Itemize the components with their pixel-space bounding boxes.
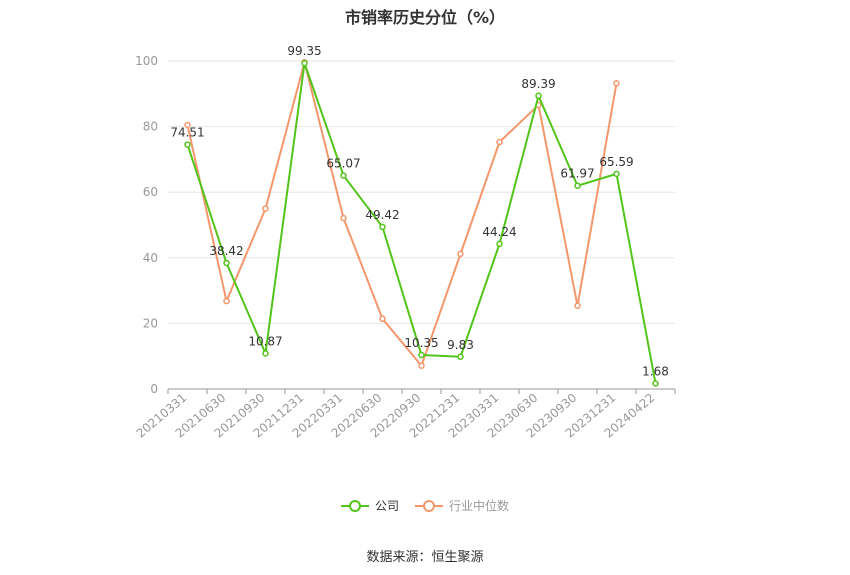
data-point-company	[379, 223, 386, 231]
y-tick-label: 80	[143, 120, 158, 134]
data-label-company: 61.97	[560, 167, 594, 181]
data-source: 数据来源：恒生聚源	[366, 550, 484, 565]
data-point-company	[496, 240, 503, 248]
data-label-company: 1.68	[642, 364, 669, 378]
data-point-industry	[418, 362, 425, 369]
chart-legend: 公司 行业中位数	[0, 497, 850, 514]
data-point-company	[184, 141, 191, 148]
data-point-company	[223, 259, 230, 267]
y-tick-label: 0	[150, 382, 158, 396]
legend-industry-label: 行业中位数	[449, 499, 510, 513]
data-point-company	[301, 59, 308, 67]
y-tick-label: 20	[143, 316, 158, 330]
data-label-company: 10.35	[404, 336, 438, 350]
data-label-company: 49.42	[365, 208, 399, 222]
data-label-company: 10.87	[248, 334, 282, 348]
chart-plot: 0204060801002021033120210630202109302021…	[134, 44, 676, 441]
legend-company-label: 公司	[374, 499, 399, 513]
chart-title: 市销率历史分位（%）	[344, 8, 506, 27]
data-point-company	[262, 350, 269, 357]
data-label-company: 99.35	[287, 44, 321, 58]
data-label-company: 44.24	[482, 225, 516, 239]
legend-company-icon	[340, 499, 369, 512]
y-tick-label: 40	[143, 251, 158, 265]
data-label-company: 74.51	[170, 126, 204, 140]
data-point-industry	[184, 121, 191, 129]
data-point-industry	[496, 138, 503, 146]
data-label-company: 38.42	[209, 244, 243, 258]
data-point-company	[652, 380, 659, 387]
data-label-company: 9.83	[447, 338, 474, 352]
data-label-company: 65.59	[599, 155, 633, 169]
data-label-company: 89.39	[521, 77, 555, 91]
data-point-company	[340, 172, 347, 179]
data-point-industry	[613, 80, 620, 87]
data-point-industry	[223, 297, 230, 305]
data-point-industry	[340, 214, 347, 222]
data-point-company	[418, 351, 425, 359]
data-label-company: 65.07	[326, 157, 360, 171]
data-point-industry	[379, 315, 386, 323]
data-point-company	[613, 170, 620, 178]
data-point-industry	[574, 302, 581, 309]
legend-item-industry[interactable]: 行业中位数	[415, 497, 509, 514]
y-tick-label: 100	[135, 54, 158, 68]
data-point-company	[457, 353, 464, 361]
series-line-industry	[186, 61, 618, 367]
data-point-industry	[262, 205, 269, 212]
legend-item-company[interactable]: 公司	[340, 497, 399, 514]
legend-industry-icon	[415, 499, 443, 512]
y-tick-label: 60	[143, 185, 158, 199]
data-point-company	[535, 92, 542, 100]
data-point-company	[574, 182, 581, 189]
data-point-industry	[457, 250, 464, 258]
